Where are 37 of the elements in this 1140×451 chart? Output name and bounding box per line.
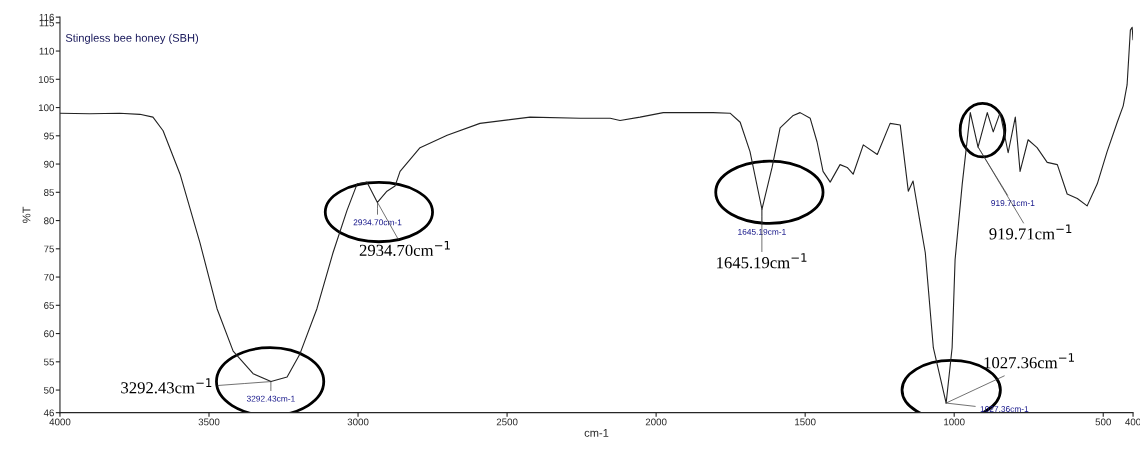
y-tick-label: 100	[38, 104, 55, 112]
annotation: Stingless bee honey (SBH)	[65, 33, 199, 45]
x-tick-label: 500	[1095, 418, 1111, 426]
x-tick-label: 3500	[198, 418, 220, 426]
y-tick-label: 65	[44, 302, 54, 309]
x-tick-label: 2000	[645, 418, 667, 426]
annotation: 1645.19cm$^{−1}$	[717, 253, 807, 269]
annotation: 2934.70cm-1	[353, 219, 402, 226]
y-tick-label: 60	[44, 330, 55, 338]
y-tick-label: 116	[39, 13, 54, 21]
y-tick-label: 70	[44, 273, 55, 281]
y-tick-label: 95	[44, 132, 54, 140]
y-tick-label: 105	[38, 76, 54, 83]
annotation: 1027.36cm$^{−1}$	[984, 353, 1074, 369]
y-axis-title: %T	[22, 206, 31, 223]
y-tick-label: 80	[44, 217, 55, 225]
y-tick-label: 50	[43, 386, 55, 394]
x-tick-label: 3000	[347, 418, 369, 426]
annotation: 919.71cm-1	[991, 200, 1035, 206]
x-tick-label: 4000	[49, 418, 71, 426]
y-tick-label: 115	[39, 19, 54, 27]
annotation: 1645.19cm-1	[738, 228, 786, 235]
y-tick-label: 110	[39, 47, 55, 55]
y-tick-label: 75	[44, 245, 54, 253]
annotation: 3292.43cm-1	[246, 395, 295, 402]
y-tick-label: 46	[43, 409, 54, 417]
x-tick-label: 2500	[496, 418, 518, 426]
y-tick-label: 55	[43, 358, 54, 366]
x-tick-label: 1000	[944, 418, 965, 426]
x-tick-label: 1500	[795, 418, 816, 426]
x-tick-label: 400	[1125, 418, 1140, 426]
annotation: 919.71cm$^{−1}$	[989, 224, 1072, 240]
y-tick-label: 85	[44, 189, 54, 196]
annotation: 2934.70cm$^{−1}$	[359, 240, 450, 257]
x-axis-title: cm-1	[584, 429, 609, 437]
annotation: 3292.43cm$^{−1}$	[121, 378, 212, 394]
y-tick-label: 90	[44, 160, 55, 168]
